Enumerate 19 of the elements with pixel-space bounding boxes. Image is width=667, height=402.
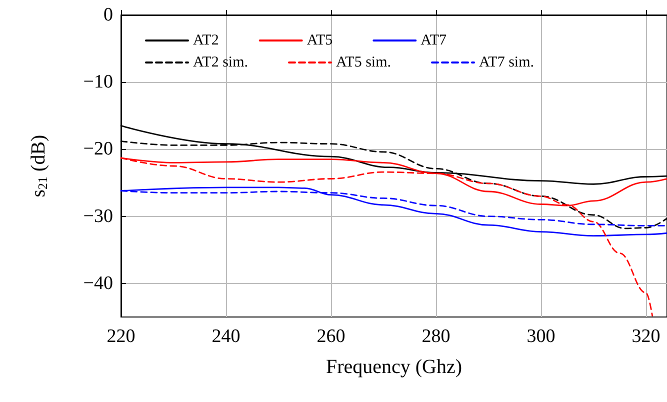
y-tick-label: 0 — [104, 4, 113, 26]
x-tick-label: 260 — [316, 326, 346, 347]
legend-label: AT5 — [306, 32, 333, 48]
x-axis-title: Frequency (Ghz) — [326, 356, 462, 378]
legend-label: AT5 sim. — [336, 54, 392, 70]
y-axis-title: s21 (dB) — [28, 134, 50, 198]
x-tick-label: 320 — [632, 326, 660, 347]
x-tick-label: 280 — [422, 326, 450, 347]
legend-label: AT7 sim. — [479, 54, 534, 70]
legend-label: AT2 — [193, 32, 219, 48]
y-tick-label: −40 — [83, 272, 113, 294]
y-tick-label: −30 — [83, 206, 113, 227]
x-tick-label: 220 — [106, 326, 136, 347]
y-tick-label: −10 — [83, 72, 113, 93]
legend-label: AT2 sim. — [193, 54, 248, 70]
x-tick-label: 240 — [212, 326, 240, 347]
legend-label: AT7 — [420, 32, 447, 48]
y-tick-label: −20 — [83, 138, 113, 160]
x-tick-label: 300 — [526, 326, 556, 347]
